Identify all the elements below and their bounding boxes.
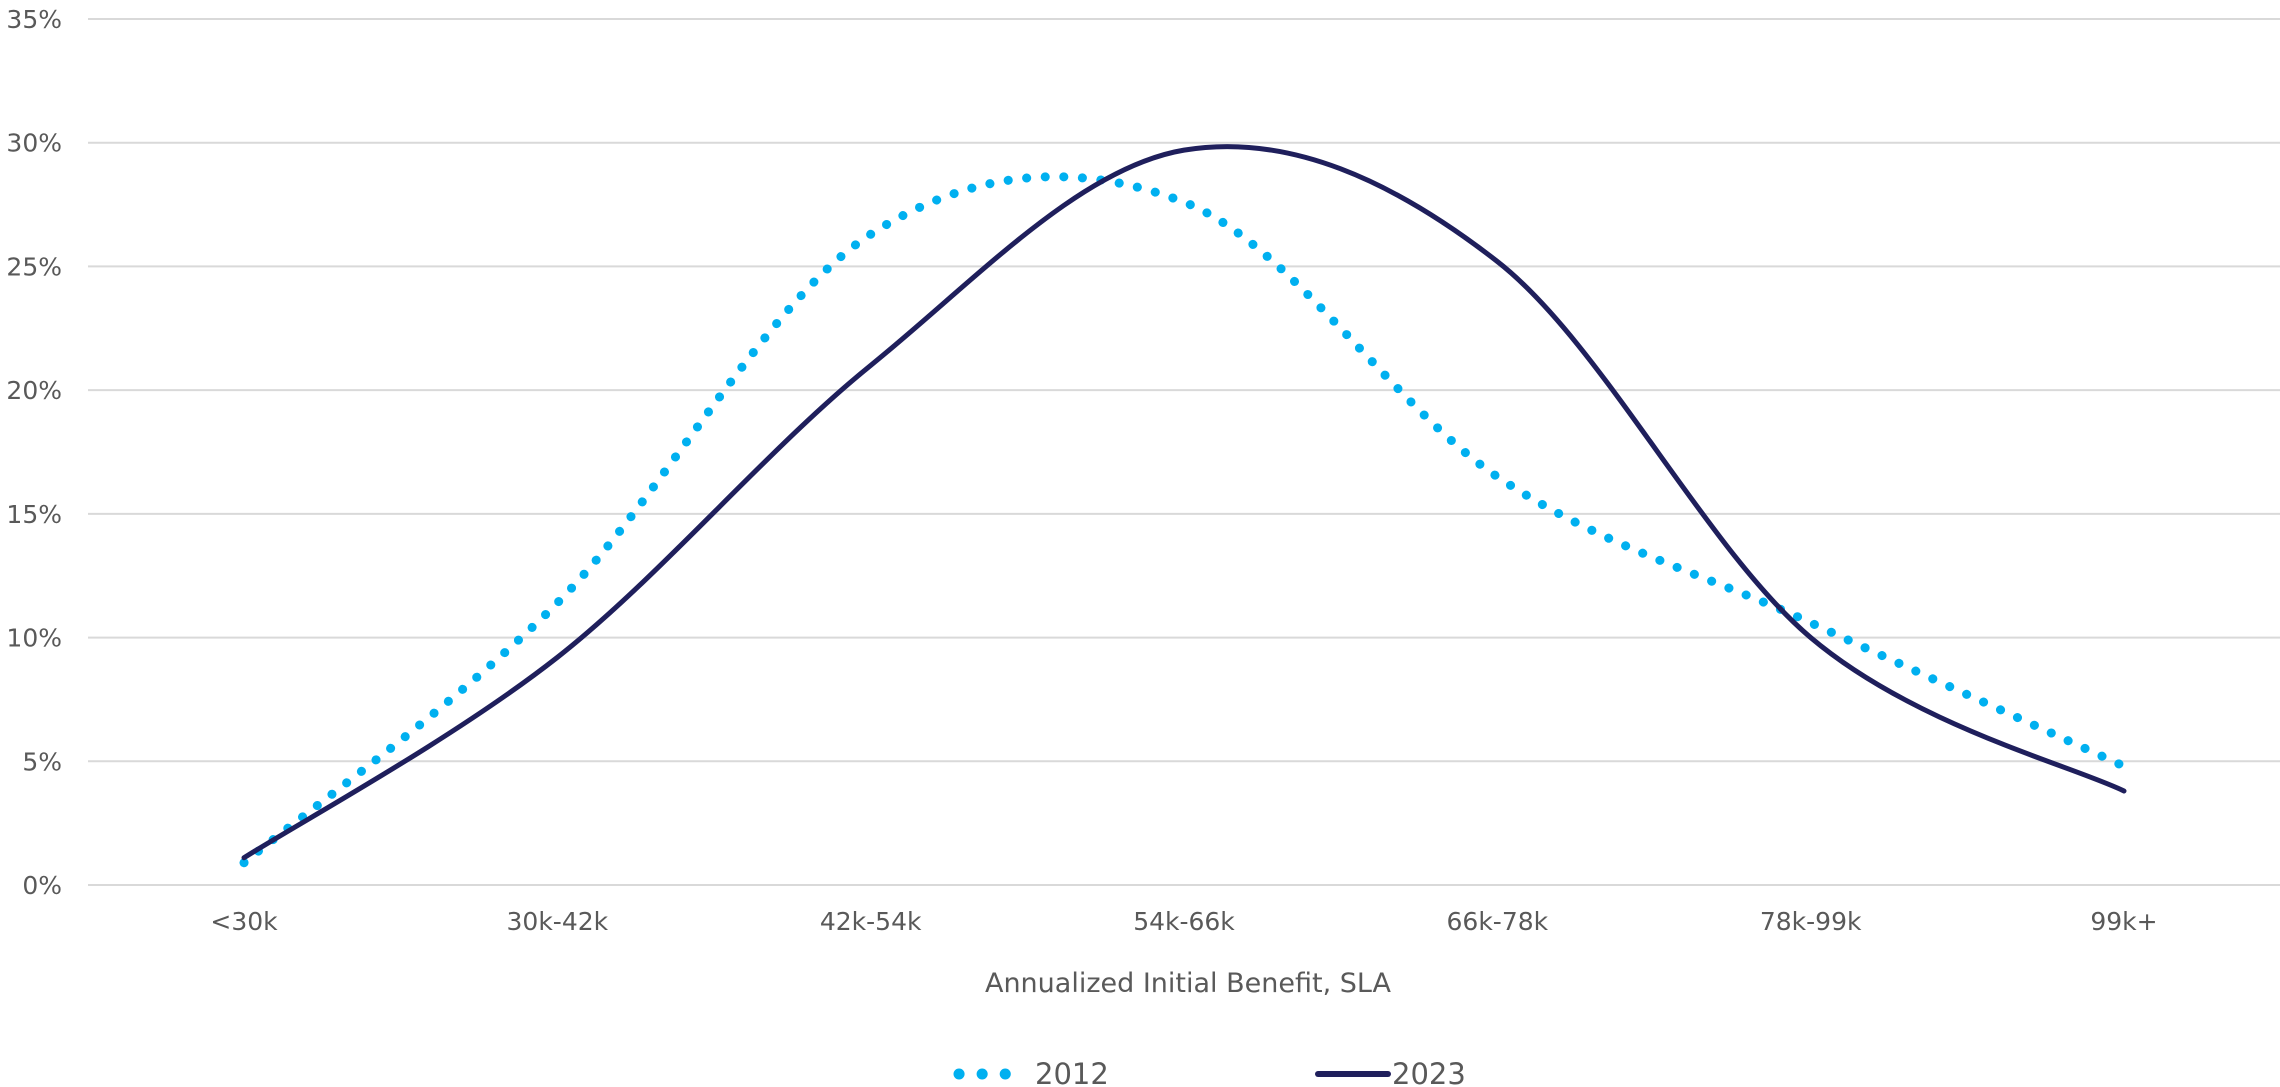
series-line-2023 <box>241 144 2127 861</box>
y-tick-label: 15% <box>6 500 62 529</box>
data-point-2023-6 <box>2124 790 2125 791</box>
series-lines <box>239 144 2129 868</box>
legend: 2012 2023 <box>953 1057 1466 1087</box>
gridlines <box>88 18 2280 886</box>
data-point-2023-0 <box>244 857 245 858</box>
x-tick-label: 30k-42k <box>507 907 609 936</box>
y-axis-ticks: 0% 5% 10% 15% 20% 25% 30% 35% <box>6 5 62 900</box>
x-tick-label: <30k <box>210 907 278 936</box>
legend-label-2012: 2012 <box>1035 1057 1109 1087</box>
y-tick-label: 20% <box>6 376 62 405</box>
data-point-2023-1 <box>557 657 558 658</box>
data-point-2023-3 <box>1184 150 1185 151</box>
legend-label-2023: 2023 <box>1392 1057 1466 1087</box>
x-axis-ticks: <30k 30k-42k 42k-54k 54k-66k 66k-78k 78k-99k 9… <box>210 907 2157 936</box>
x-tick-label: 78k-99k <box>1760 907 1862 936</box>
y-tick-label: 10% <box>6 624 62 653</box>
y-tick-label: 0% <box>22 871 62 900</box>
y-tick-label: 30% <box>6 129 62 158</box>
data-point-2012-0 <box>244 862 245 863</box>
data-point-2012-3 <box>1184 202 1185 203</box>
data-point-2023-4 <box>1497 261 1498 262</box>
data-point-2012-1 <box>557 602 558 603</box>
x-tick-label: 42k-54k <box>820 907 922 936</box>
x-tick-label: 99k+ <box>2090 907 2157 936</box>
x-tick-label: 66k-78k <box>1447 907 1549 936</box>
data-point-2023-2 <box>870 365 871 366</box>
y-tick-label: 5% <box>22 747 62 776</box>
data-point-2012-6 <box>2124 766 2125 767</box>
y-tick-label: 25% <box>6 252 62 281</box>
series-line-2012 <box>239 172 2129 868</box>
data-point-2023-5 <box>1810 637 1811 638</box>
x-axis-title: Annualized Initial Benefit, SLA <box>985 968 1392 999</box>
data-point-2012-5 <box>1810 622 1811 623</box>
data-point-2012-2 <box>870 234 871 235</box>
x-tick-label: 54k-66k <box>1133 907 1235 936</box>
y-tick-label: 35% <box>6 5 62 34</box>
data-point-2012-4 <box>1497 476 1498 477</box>
